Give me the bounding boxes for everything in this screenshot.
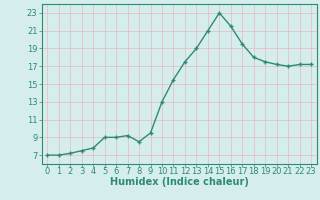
X-axis label: Humidex (Indice chaleur): Humidex (Indice chaleur): [110, 177, 249, 187]
